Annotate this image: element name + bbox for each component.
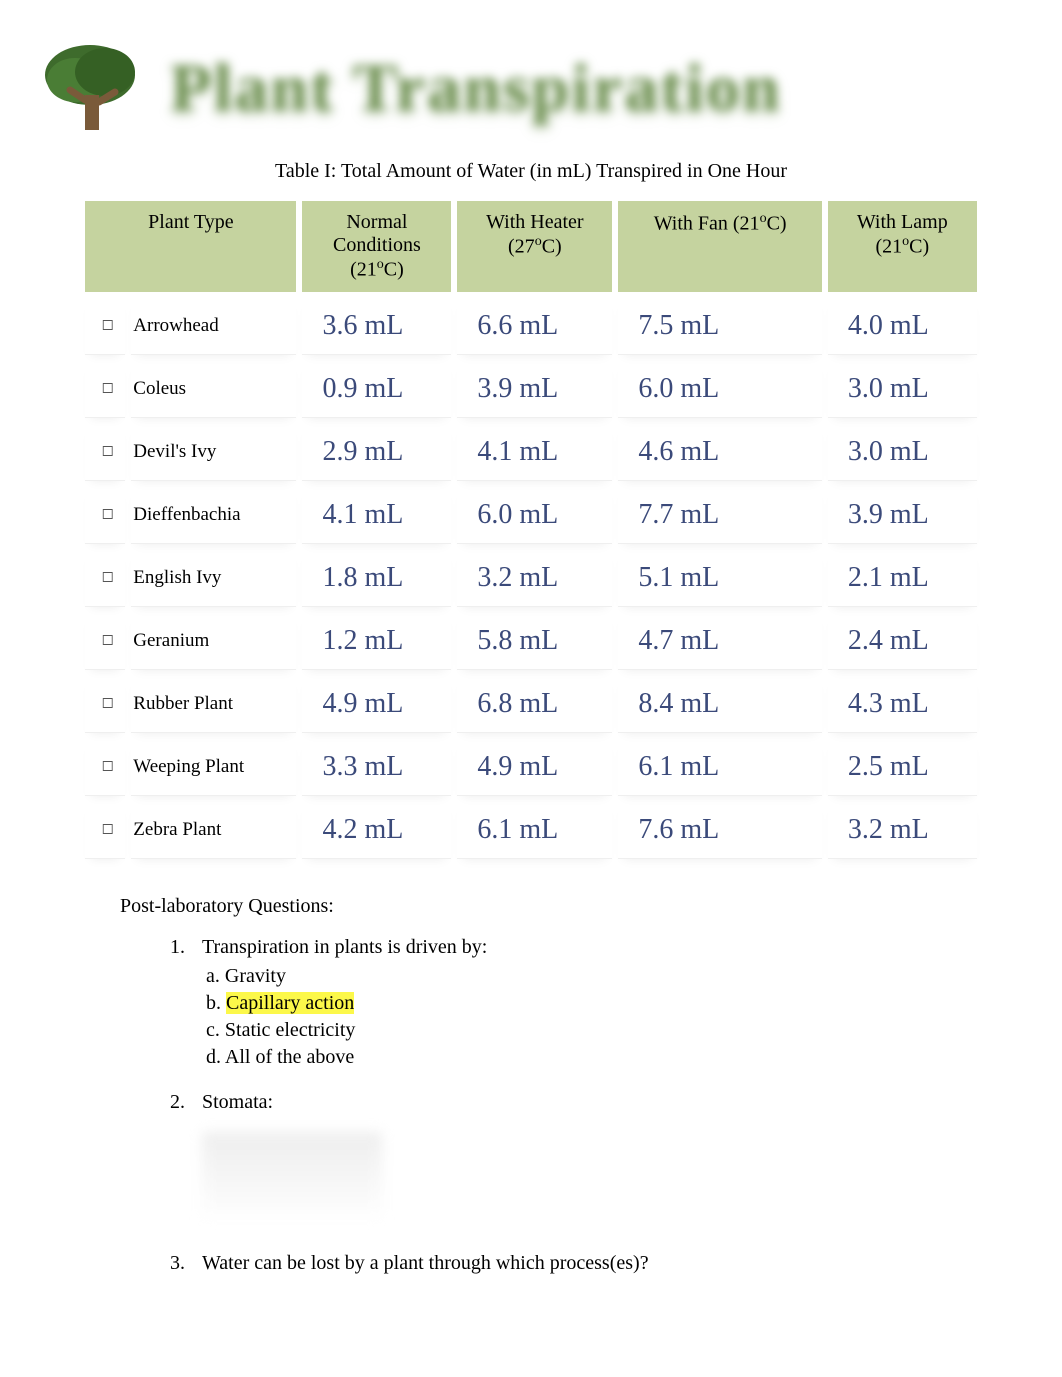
option-letter: d. <box>206 1046 225 1068</box>
table-row: 🞏Zebra Plant4.2 mL6.1 mL7.6 mL3.2 mL <box>85 802 976 859</box>
value-cell: 3.0 mL <box>828 424 977 481</box>
row-bullet-icon: 🞏 <box>85 802 125 859</box>
plant-name-cell: Rubber Plant <box>131 676 296 733</box>
value-cell: 6.0 mL <box>618 361 821 418</box>
question-item: Stomata: <box>190 1091 1022 1222</box>
table-row: 🞏Weeping Plant3.3 mL4.9 mL6.1 mL2.5 mL <box>85 739 976 796</box>
page-title: Plant Transpiration <box>170 48 782 127</box>
value-cell: 2.1 mL <box>828 550 977 607</box>
table-body: 🞏Arrowhead3.6 mL6.6 mL7.5 mL4.0 mL🞏Coleu… <box>85 298 976 859</box>
value-cell: 4.9 mL <box>302 676 451 733</box>
value-cell: 4.1 mL <box>457 424 612 481</box>
col-lamp: With Lamp (21oC) <box>828 201 977 292</box>
plant-name-cell: Geranium <box>131 613 296 670</box>
table-header-row: Plant Type Normal Conditions (21oC) With… <box>85 201 976 292</box>
question-item: Water can be lost by a plant through whi… <box>190 1252 1022 1275</box>
table-row: 🞏Devil's Ivy2.9 mL4.1 mL4.6 mL3.0 mL <box>85 424 976 481</box>
tree-icon <box>40 30 150 145</box>
plant-name-cell: English Ivy <box>131 550 296 607</box>
answer-option: b. Capillary action <box>206 990 1022 1017</box>
question-text: Water can be lost by a plant through whi… <box>202 1252 1022 1275</box>
plant-name-cell: Weeping Plant <box>131 739 296 796</box>
questions-section: Post-laboratory Questions: Transpiration… <box>40 895 1022 1275</box>
question-list: Transpiration in plants is driven by: a. … <box>120 936 1022 1275</box>
value-cell: 4.6 mL <box>618 424 821 481</box>
value-cell: 3.2 mL <box>828 802 977 859</box>
row-bullet-icon: 🞏 <box>85 361 125 418</box>
value-cell: 1.8 mL <box>302 550 451 607</box>
value-cell: 7.6 mL <box>618 802 821 859</box>
table-row: 🞏English Ivy1.8 mL3.2 mL5.1 mL2.1 mL <box>85 550 976 607</box>
plant-name-cell: Coleus <box>131 361 296 418</box>
value-cell: 4.1 mL <box>302 487 451 544</box>
col-plant-type: Plant Type <box>85 201 296 292</box>
plant-name-cell: Zebra Plant <box>131 802 296 859</box>
value-cell: 5.8 mL <box>457 613 612 670</box>
option-text: Capillary action <box>226 992 354 1014</box>
value-cell: 0.9 mL <box>302 361 451 418</box>
col-fan: With Fan (21oC) <box>618 201 821 292</box>
value-cell: 6.1 mL <box>457 802 612 859</box>
col-normal: Normal Conditions (21oC) <box>302 201 451 292</box>
answer-option: c. Static electricity <box>206 1017 1022 1044</box>
row-bullet-icon: 🞏 <box>85 298 125 355</box>
table-row: 🞏Arrowhead3.6 mL6.6 mL7.5 mL4.0 mL <box>85 298 976 355</box>
plant-name-cell: Arrowhead <box>131 298 296 355</box>
value-cell: 6.0 mL <box>457 487 612 544</box>
value-cell: 2.5 mL <box>828 739 977 796</box>
value-cell: 4.3 mL <box>828 676 977 733</box>
value-cell: 6.1 mL <box>618 739 821 796</box>
plant-name-cell: Dieffenbachia <box>131 487 296 544</box>
option-text: All of the above <box>225 1046 354 1068</box>
value-cell: 7.5 mL <box>618 298 821 355</box>
transpiration-table: Plant Type Normal Conditions (21oC) With… <box>79 195 982 865</box>
option-letter: b. <box>206 992 226 1014</box>
value-cell: 7.7 mL <box>618 487 821 544</box>
value-cell: 3.6 mL <box>302 298 451 355</box>
value-cell: 6.8 mL <box>457 676 612 733</box>
row-bullet-icon: 🞏 <box>85 550 125 607</box>
option-letter: c. <box>206 1019 225 1041</box>
row-bullet-icon: 🞏 <box>85 676 125 733</box>
answer-options: a. Gravityb. Capillary actionc. Static e… <box>202 963 1022 1071</box>
option-text: Static electricity <box>225 1019 356 1041</box>
question-text: Stomata: <box>202 1091 1022 1114</box>
answer-option: a. Gravity <box>206 963 1022 990</box>
plant-name-cell: Devil's Ivy <box>131 424 296 481</box>
value-cell: 5.1 mL <box>618 550 821 607</box>
row-bullet-icon: 🞏 <box>85 739 125 796</box>
row-bullet-icon: 🞏 <box>85 487 125 544</box>
blurred-content <box>202 1132 382 1222</box>
table-row: 🞏Rubber Plant4.9 mL6.8 mL8.4 mL4.3 mL <box>85 676 976 733</box>
table-row: 🞏Dieffenbachia4.1 mL6.0 mL7.7 mL3.9 mL <box>85 487 976 544</box>
col-heater: With Heater (27oC) <box>457 201 612 292</box>
value-cell: 4.7 mL <box>618 613 821 670</box>
table-row: 🞏Geranium1.2 mL5.8 mL4.7 mL2.4 mL <box>85 613 976 670</box>
option-letter: a. <box>206 965 225 987</box>
value-cell: 4.9 mL <box>457 739 612 796</box>
table-caption: Table I: Total Amount of Water (in mL) T… <box>40 160 1022 183</box>
option-text: Gravity <box>225 965 286 987</box>
question-text: Transpiration in plants is driven by: <box>202 936 1022 959</box>
questions-heading: Post-laboratory Questions: <box>120 895 1022 918</box>
value-cell: 3.9 mL <box>457 361 612 418</box>
answer-option: d. All of the above <box>206 1044 1022 1071</box>
value-cell: 4.0 mL <box>828 298 977 355</box>
value-cell: 3.3 mL <box>302 739 451 796</box>
value-cell: 3.2 mL <box>457 550 612 607</box>
row-bullet-icon: 🞏 <box>85 613 125 670</box>
row-bullet-icon: 🞏 <box>85 424 125 481</box>
value-cell: 3.0 mL <box>828 361 977 418</box>
question-item: Transpiration in plants is driven by: a. … <box>190 936 1022 1071</box>
value-cell: 6.6 mL <box>457 298 612 355</box>
value-cell: 8.4 mL <box>618 676 821 733</box>
value-cell: 3.9 mL <box>828 487 977 544</box>
value-cell: 2.4 mL <box>828 613 977 670</box>
document-header: Plant Transpiration <box>40 30 1022 145</box>
value-cell: 1.2 mL <box>302 613 451 670</box>
value-cell: 4.2 mL <box>302 802 451 859</box>
table-row: 🞏Coleus0.9 mL3.9 mL6.0 mL3.0 mL <box>85 361 976 418</box>
value-cell: 2.9 mL <box>302 424 451 481</box>
